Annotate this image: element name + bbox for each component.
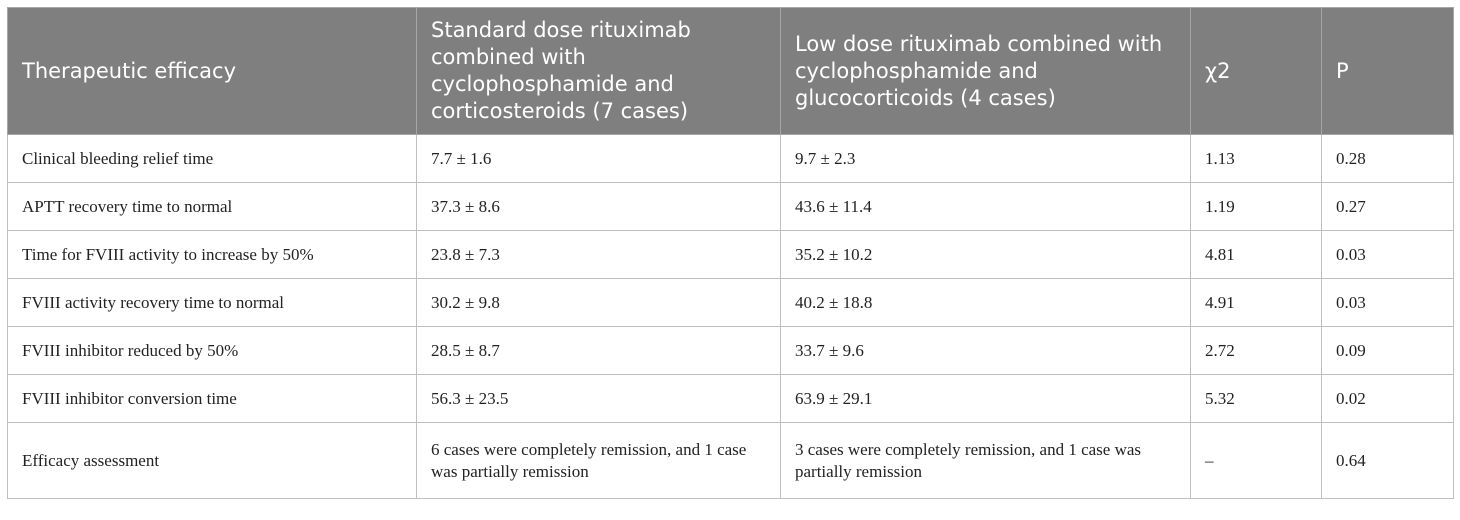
low-dose-cell: 63.9 ± 29.1 bbox=[780, 374, 1191, 423]
table-row: FVIII inhibitor conversion time 56.3 ± 2… bbox=[7, 374, 1454, 423]
standard-dose-cell: 56.3 ± 23.5 bbox=[416, 374, 781, 423]
table-body: Clinical bleeding relief time 7.7 ± 1.6 … bbox=[7, 134, 1454, 499]
standard-dose-cell: 7.7 ± 1.6 bbox=[416, 134, 781, 183]
table-row: FVIII activity recovery time to normal 3… bbox=[7, 278, 1454, 327]
table-row: FVIII inhibitor reduced by 50% 28.5 ± 8.… bbox=[7, 326, 1454, 375]
chi-square-cell: 1.19 bbox=[1190, 182, 1322, 231]
standard-dose-cell: 23.8 ± 7.3 bbox=[416, 230, 781, 279]
header-cell-standard-dose: Standard dose rituximab combined with cy… bbox=[416, 7, 781, 135]
header-cell-therapeutic-efficacy: Therapeutic efficacy bbox=[7, 7, 417, 135]
therapeutic-efficacy-table: Therapeutic efficacy Standard dose ritux… bbox=[7, 7, 1454, 499]
low-dose-cell: 9.7 ± 2.3 bbox=[780, 134, 1191, 183]
low-dose-cell: 3 cases were completely remission, and 1… bbox=[780, 422, 1191, 499]
chi-square-cell: 5.32 bbox=[1190, 374, 1322, 423]
table-row: Time for FVIII activity to increase by 5… bbox=[7, 230, 1454, 279]
header-row: Therapeutic efficacy Standard dose ritux… bbox=[7, 7, 1454, 135]
p-value-cell: 0.28 bbox=[1321, 134, 1454, 183]
table-row: APTT recovery time to normal 37.3 ± 8.6 … bbox=[7, 182, 1454, 231]
p-value-cell: 0.64 bbox=[1321, 422, 1454, 499]
standard-dose-cell: 6 cases were completely remission, and 1… bbox=[416, 422, 781, 499]
low-dose-cell: 40.2 ± 18.8 bbox=[780, 278, 1191, 327]
chi-square-cell: 2.72 bbox=[1190, 326, 1322, 375]
header-cell-chi-square: χ2 bbox=[1190, 7, 1322, 135]
table-header: Therapeutic efficacy Standard dose ritux… bbox=[7, 7, 1454, 135]
chi-square-cell: – bbox=[1190, 422, 1322, 499]
row-label-cell: Clinical bleeding relief time bbox=[7, 134, 417, 183]
table-row: Clinical bleeding relief time 7.7 ± 1.6 … bbox=[7, 134, 1454, 183]
p-value-cell: 0.03 bbox=[1321, 230, 1454, 279]
low-dose-cell: 35.2 ± 10.2 bbox=[780, 230, 1191, 279]
low-dose-cell: 33.7 ± 9.6 bbox=[780, 326, 1191, 375]
header-cell-low-dose: Low dose rituximab combined with cycloph… bbox=[780, 7, 1191, 135]
p-value-cell: 0.03 bbox=[1321, 278, 1454, 327]
chi-square-cell: 4.81 bbox=[1190, 230, 1322, 279]
standard-dose-cell: 30.2 ± 9.8 bbox=[416, 278, 781, 327]
low-dose-cell: 43.6 ± 11.4 bbox=[780, 182, 1191, 231]
results-table-container: Therapeutic efficacy Standard dose ritux… bbox=[7, 7, 1454, 499]
header-cell-p-value: P bbox=[1321, 7, 1454, 135]
chi-square-cell: 4.91 bbox=[1190, 278, 1322, 327]
p-value-cell: 0.09 bbox=[1321, 326, 1454, 375]
row-label-cell: FVIII activity recovery time to normal bbox=[7, 278, 417, 327]
row-label-cell: Time for FVIII activity to increase by 5… bbox=[7, 230, 417, 279]
standard-dose-cell: 28.5 ± 8.7 bbox=[416, 326, 781, 375]
p-value-cell: 0.02 bbox=[1321, 374, 1454, 423]
chi-square-cell: 1.13 bbox=[1190, 134, 1322, 183]
row-label-cell: FVIII inhibitor reduced by 50% bbox=[7, 326, 417, 375]
p-value-cell: 0.27 bbox=[1321, 182, 1454, 231]
row-label-cell: FVIII inhibitor conversion time bbox=[7, 374, 417, 423]
row-label-cell: Efficacy assessment bbox=[7, 422, 417, 499]
row-label-cell: APTT recovery time to normal bbox=[7, 182, 417, 231]
table-row: Efficacy assessment 6 cases were complet… bbox=[7, 422, 1454, 499]
standard-dose-cell: 37.3 ± 8.6 bbox=[416, 182, 781, 231]
